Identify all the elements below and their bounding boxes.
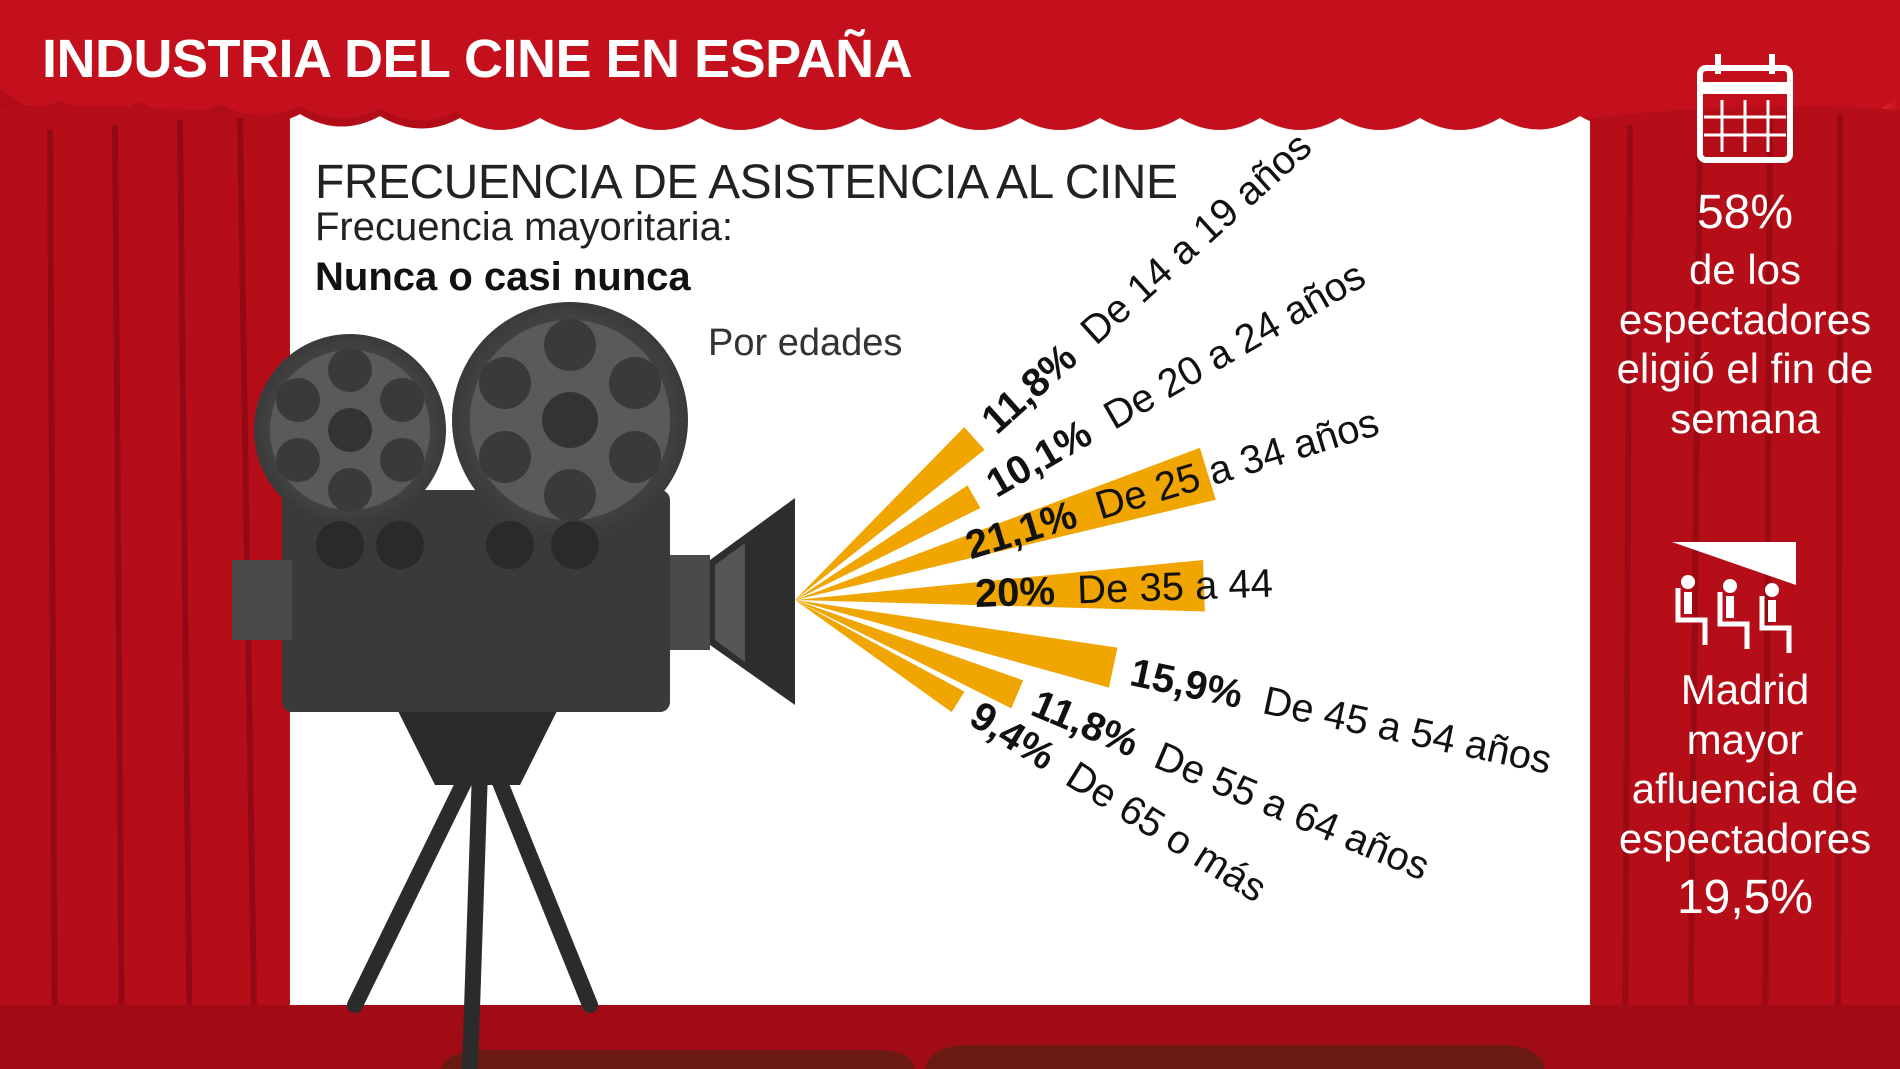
chart-group-label: Por edades — [708, 322, 903, 364]
chart-bar — [795, 447, 1216, 600]
madrid-stat-value: 19,5% — [1676, 871, 1814, 924]
chart-bar — [795, 427, 985, 600]
weekend-stat-value: 58% — [1696, 186, 1794, 239]
reel-left — [254, 334, 446, 526]
reel-right — [452, 302, 688, 538]
movie-camera — [232, 302, 795, 1069]
stage-seats — [440, 1045, 1545, 1069]
chart-bar — [795, 559, 1205, 612]
chart-title: FRECUENCIA DE ASISTENCIA AL CINE — [315, 156, 1178, 209]
madrid-stat-line: afluencia de — [1631, 765, 1859, 813]
left-side-curtain — [0, 106, 290, 1069]
camera-side-plate — [232, 560, 292, 640]
weekend-stat-line: semana — [1670, 394, 1820, 442]
weekend-stat-line: espectadores — [1618, 295, 1872, 343]
chart-bar — [795, 485, 981, 600]
chart-bar — [795, 600, 1024, 709]
weekend-stat-text: de los espectadores eligió el fin de sem… — [1590, 245, 1900, 443]
weekend-stat-line: de los — [1688, 246, 1802, 293]
camera-tripod — [347, 762, 598, 1069]
madrid-stat-line: mayor — [1686, 715, 1804, 763]
main-title: INDUSTRIA DEL CINE EN ESPAÑA — [42, 29, 913, 89]
chart-subtitle: Frecuencia mayoritaria: — [315, 205, 733, 249]
chart-bars — [795, 427, 1216, 713]
left-curtain-folds — [47, 117, 258, 1069]
weekend-stat-line: eligió el fin de — [1616, 345, 1874, 393]
right-side-curtain — [1590, 106, 1900, 1069]
madrid-stat-text: Madrid mayor afluencia de espectadores — [1590, 665, 1900, 863]
camera-base — [395, 705, 560, 785]
madrid-stat-line: espectadores — [1618, 814, 1872, 862]
chart-bar — [795, 600, 1118, 688]
bar-category-label: De 35 a 44 — [1054, 561, 1274, 613]
madrid-stat-line: Madrid — [1680, 666, 1810, 713]
camera-lens — [710, 498, 795, 705]
camera-body-rollers — [316, 521, 599, 569]
chart-bar — [795, 600, 965, 713]
cinema-seats-icon — [1672, 542, 1796, 653]
bar-value-label: 20% — [974, 568, 1056, 616]
chart-highlight: Nunca o casi nunca — [315, 255, 691, 299]
calendar-icon — [1697, 54, 1793, 163]
bar-label: 20% De 35 a 44 — [974, 561, 1274, 616]
camera-lens-highlight — [715, 543, 745, 662]
right-curtain-folds — [1622, 114, 1843, 1069]
camera-lens-mount — [670, 555, 710, 650]
curtain-valance — [0, 0, 1900, 130]
